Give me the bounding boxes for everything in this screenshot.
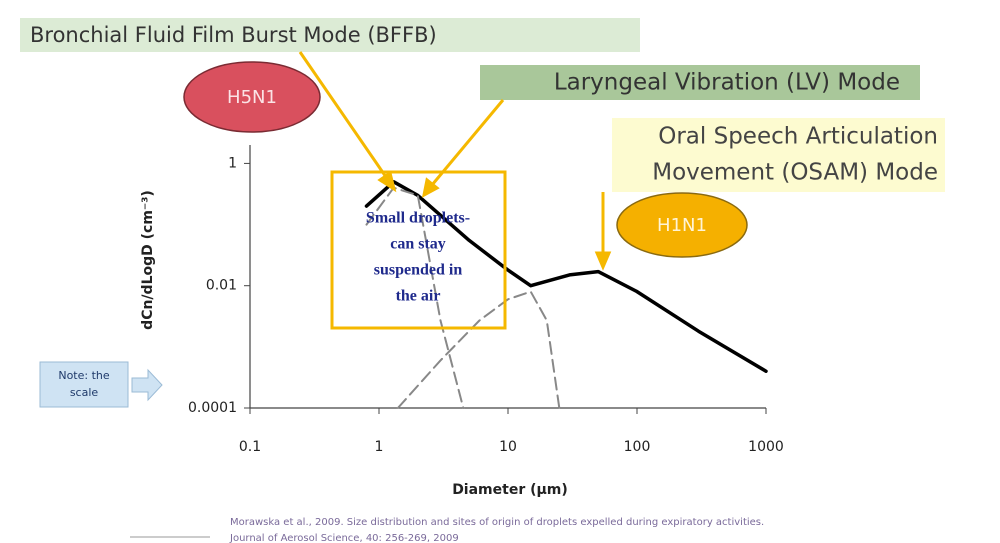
annotation: Note: the <box>58 369 110 382</box>
h5n1-ellipse <box>183 61 321 133</box>
labels: 0.1 1 10 100 1000 0.0001 0.01 1 Bronchial Fluid … <box>30 23 938 543</box>
y-tick-label: 0.01 <box>206 278 237 294</box>
curve <box>365 186 465 409</box>
annotation: H1N1 <box>657 215 707 236</box>
y-axis-label: dCn/dLogD (cm⁻³) <box>140 190 156 330</box>
h1n1-ellipse <box>616 192 748 258</box>
note-arrow <box>131 368 163 402</box>
highlight-box <box>330 170 507 330</box>
arrow <box>298 51 388 178</box>
bffb-box <box>20 18 640 52</box>
annotation: Laryngeal Vibration (LV) Mode <box>554 70 900 96</box>
y-tick-label: 1 <box>228 155 237 171</box>
osam-box <box>612 118 945 192</box>
arrow-head <box>594 251 612 271</box>
arrow <box>430 99 505 186</box>
citation: Journal of Aerosol Science, 40: 256-269,… <box>229 533 459 543</box>
annotation: Bronchial Fluid Film Burst Mode (BFFB) <box>30 23 437 47</box>
arrow-head <box>421 177 440 198</box>
citation: Morawska et al., 2009. Size distribution… <box>230 517 764 528</box>
curve <box>364 180 768 373</box>
x-axis-label: Diameter (μm) <box>452 482 568 498</box>
annotation: scale <box>70 386 99 399</box>
curves <box>244 162 768 414</box>
arrow-head <box>377 170 397 193</box>
x-tick-label: 10 <box>499 439 517 455</box>
x-tick-label: 0.1 <box>239 439 261 455</box>
lv-box <box>480 65 920 100</box>
annotation: Small droplets- <box>366 210 470 227</box>
x-tick-label: 1000 <box>748 439 784 455</box>
annotation: H5N1 <box>227 87 277 108</box>
note-box <box>39 361 129 408</box>
annotation: Oral Speech Articulation <box>658 124 938 150</box>
annotation: can stay <box>390 236 446 253</box>
y-tick-label: 0.0001 <box>188 400 237 416</box>
x-tick-label: 1 <box>375 439 384 455</box>
x-tick-label: 100 <box>624 439 651 455</box>
annotation: suspended in <box>374 262 463 279</box>
annotation: the air <box>396 288 441 305</box>
curve <box>396 290 561 409</box>
arrows <box>298 51 612 271</box>
annotation: Movement (OSAM) Mode <box>652 160 938 186</box>
